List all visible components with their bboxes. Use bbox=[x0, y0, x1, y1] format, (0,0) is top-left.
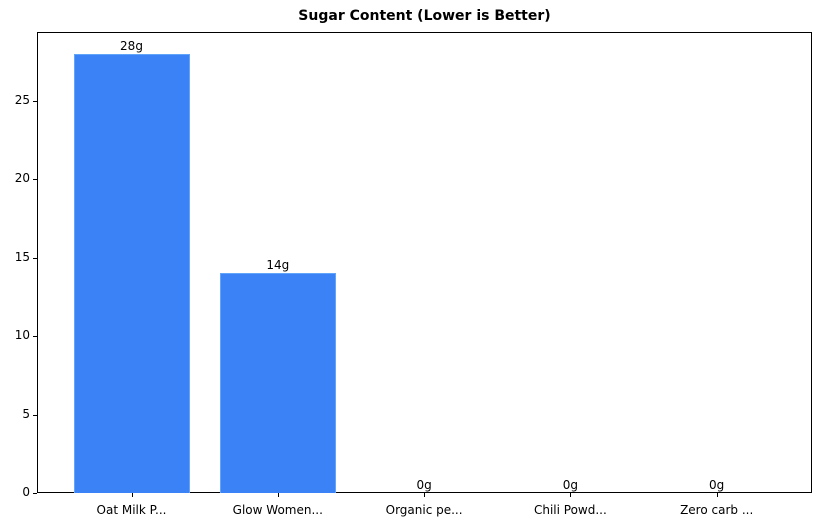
y-tick-label: 0 bbox=[22, 485, 30, 499]
y-tick-mark bbox=[33, 100, 37, 102]
x-tick-mark bbox=[131, 493, 133, 497]
plot-area bbox=[37, 32, 812, 493]
x-tick-mark bbox=[570, 493, 572, 497]
x-tick-label: Organic pe... bbox=[385, 503, 463, 517]
y-tick-mark bbox=[33, 414, 37, 416]
y-tick-label: 15 bbox=[14, 249, 30, 264]
bar bbox=[219, 273, 336, 493]
y-tick-label: 5 bbox=[22, 406, 30, 421]
y-tick-mark bbox=[33, 179, 37, 181]
y-tick-label: 20 bbox=[14, 171, 30, 186]
bar-value-label: 0g bbox=[416, 478, 432, 492]
y-tick-mark bbox=[33, 336, 37, 338]
x-tick-label: Glow Women... bbox=[232, 503, 323, 517]
bar-value-label: 0g bbox=[562, 478, 579, 492]
x-tick-mark bbox=[424, 493, 426, 497]
x-tick-label: Chili Powd... bbox=[533, 503, 607, 517]
y-tick-mark bbox=[33, 493, 37, 494]
y-tick-mark bbox=[33, 257, 37, 259]
x-tick-label: Oat Milk P... bbox=[96, 503, 167, 517]
bar bbox=[73, 53, 190, 493]
chart-title: Sugar Content (Lower is Better) bbox=[298, 8, 551, 24]
bar-value-label: 28g bbox=[120, 38, 143, 53]
x-tick-mark bbox=[277, 493, 279, 497]
y-tick-label: 10 bbox=[14, 328, 30, 343]
bar-value-label: 14g bbox=[266, 258, 290, 273]
x-tick-mark bbox=[716, 493, 718, 497]
y-tick-label: 25 bbox=[14, 92, 30, 107]
bar-value-label: 0g bbox=[709, 478, 725, 492]
x-tick-label: Zero carb ... bbox=[680, 503, 754, 517]
